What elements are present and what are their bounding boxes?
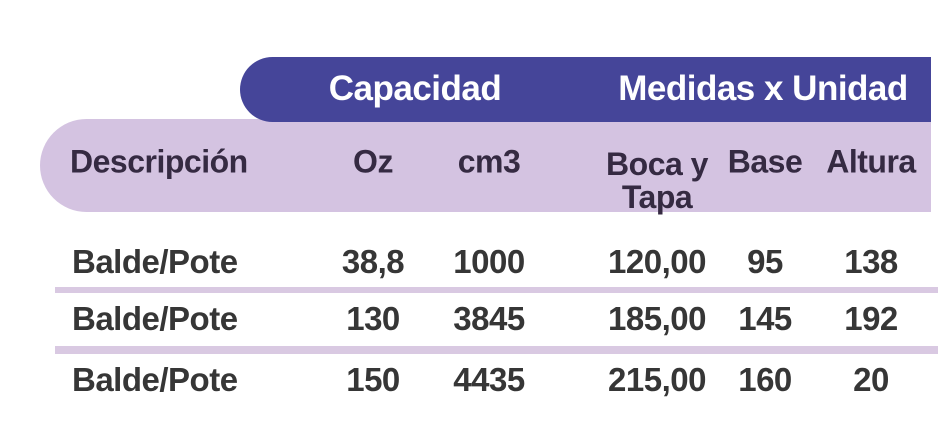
cell-descripcion: Balde/Pote [72,361,238,398]
cell-oz: 150 [346,361,400,398]
group-header-band [240,57,931,122]
cell-boca-y-tapa: 120,00 [608,243,706,280]
cell-boca-y-tapa: 185,00 [608,300,706,337]
cell-base: 160 [738,361,792,398]
cell-base: 95 [747,243,783,280]
group-header-capacidad: Capacidad [328,69,502,108]
column-header-boca-y-tapa-line1: Boca y [606,146,708,182]
cell-base: 145 [738,300,792,337]
cell-descripcion: Balde/Pote [72,300,238,337]
cell-altura: 138 [844,243,898,280]
cell-cm3: 3845 [453,300,525,337]
row-divider [55,346,938,354]
cell-altura: 20 [853,361,889,398]
cell-oz: 38,8 [341,243,405,280]
column-header-descripcion: Descripción [70,143,248,180]
cell-cm3: 1000 [453,243,525,280]
cell-cm3: 4435 [453,361,525,398]
column-header-oz: Oz [353,143,393,180]
column-header-cm3: cm3 [457,143,521,180]
cell-descripcion: Balde/Pote [72,243,238,280]
column-header-band [40,119,931,212]
cell-oz: 130 [346,300,400,337]
cell-boca-y-tapa: 215,00 [608,361,706,398]
column-header-boca-y-tapa-line2: Tapa [621,179,693,215]
group-header-medidas-x-unidad: Medidas x Unidad [618,69,908,108]
column-header-base: Base [727,143,803,180]
column-header-altura: Altura [826,143,916,180]
column-header-boca-y-tapa: Boca y Tapa [606,148,708,214]
row-divider [55,287,938,293]
cell-altura: 192 [844,300,898,337]
